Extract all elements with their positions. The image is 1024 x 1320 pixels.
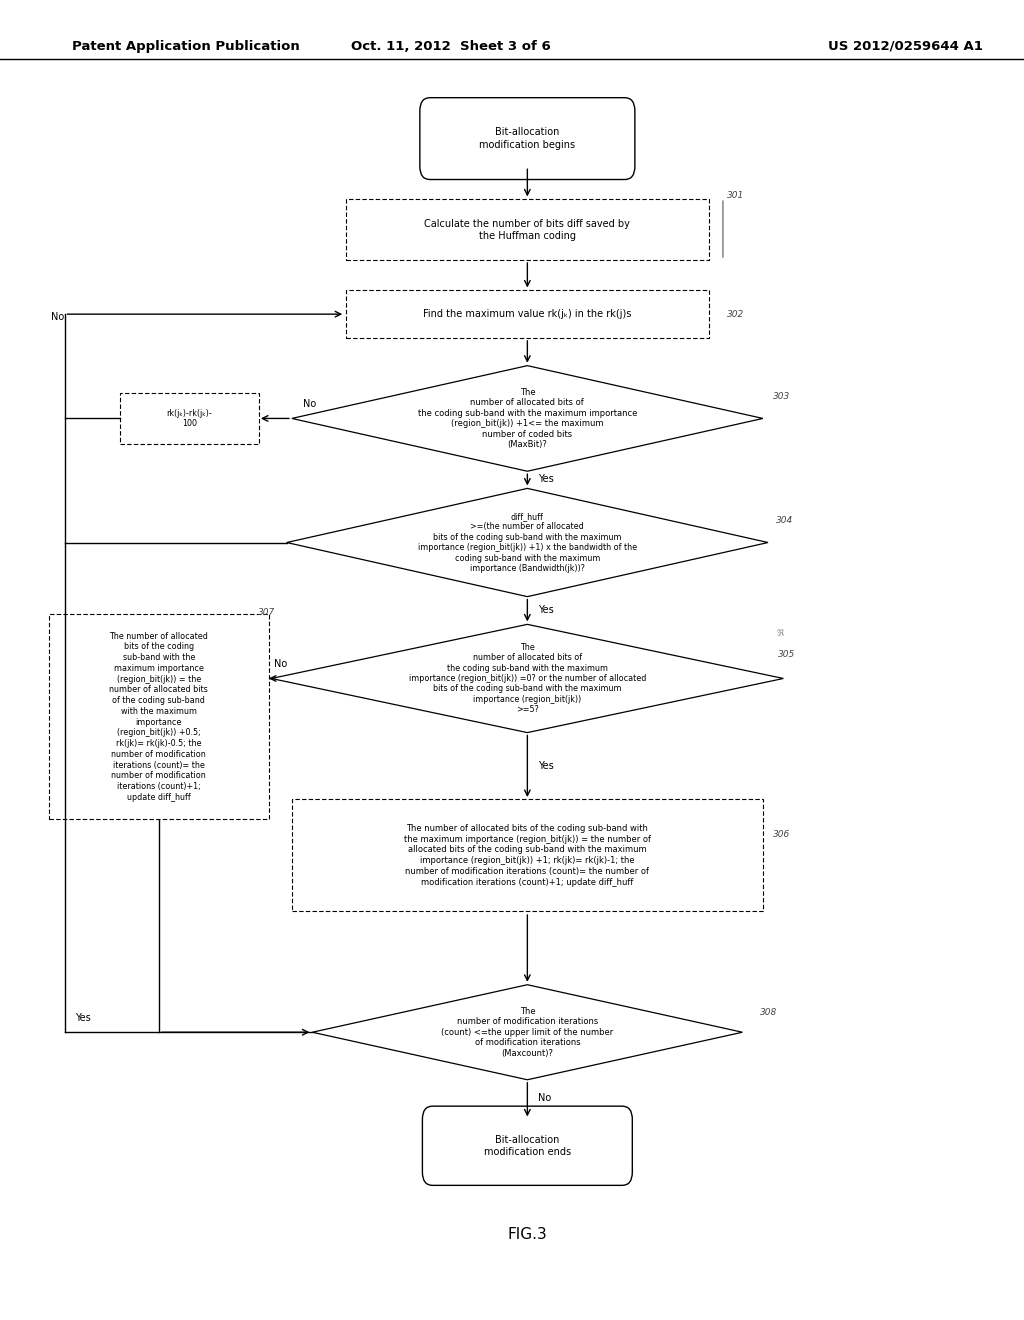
Text: No: No [538, 1093, 551, 1104]
FancyBboxPatch shape [420, 98, 635, 180]
Text: US 2012/0259644 A1: US 2012/0259644 A1 [828, 40, 983, 53]
Text: The
number of allocated bits of
the coding sub-band with the maximum
importance : The number of allocated bits of the codi… [409, 643, 646, 714]
Text: Find the maximum value rk(jₖ) in the rk(j)s: Find the maximum value rk(jₖ) in the rk(… [423, 309, 632, 319]
Text: 304: 304 [776, 516, 794, 524]
Text: Yes: Yes [538, 760, 553, 771]
Text: Yes: Yes [538, 605, 553, 615]
Text: Patent Application Publication: Patent Application Publication [72, 40, 299, 53]
Bar [292, 799, 763, 911]
Bar [49, 615, 268, 818]
Polygon shape [292, 366, 763, 471]
Text: Bit-allocation
modification begins: Bit-allocation modification begins [479, 128, 575, 149]
Text: Oct. 11, 2012  Sheet 3 of 6: Oct. 11, 2012 Sheet 3 of 6 [350, 40, 551, 53]
Text: The number of allocated
bits of the coding
sub-band with the
maximum importance
: The number of allocated bits of the codi… [110, 632, 208, 801]
Text: No: No [51, 312, 65, 322]
Text: 308: 308 [760, 1008, 777, 1016]
Text: 307: 307 [258, 609, 275, 616]
Text: ℜ: ℜ [776, 630, 783, 638]
Polygon shape [312, 985, 742, 1080]
Bar [121, 393, 258, 444]
Text: diff_huff
>=(the number of allocated
bits of the coding sub-band with the maximu: diff_huff >=(the number of allocated bit… [418, 512, 637, 573]
Text: Calculate the number of bits diff saved by
the Huffman coding: Calculate the number of bits diff saved … [424, 219, 631, 240]
Text: The
number of allocated bits of
the coding sub-band with the maximum importance
: The number of allocated bits of the codi… [418, 388, 637, 449]
Text: FIG.3: FIG.3 [508, 1226, 547, 1242]
Text: The number of allocated bits of the coding sub-band with
the maximum importance : The number of allocated bits of the codi… [403, 824, 651, 887]
Polygon shape [287, 488, 768, 597]
Text: 301: 301 [727, 191, 744, 199]
Text: 303: 303 [773, 392, 791, 400]
Text: No: No [274, 659, 288, 669]
Bar [346, 290, 709, 338]
Text: Bit-allocation
modification ends: Bit-allocation modification ends [483, 1135, 571, 1156]
FancyBboxPatch shape [422, 1106, 632, 1185]
Text: 306: 306 [773, 830, 791, 838]
Text: rk(jₖ)-rk(jₖ)-
100: rk(jₖ)-rk(jₖ)- 100 [167, 409, 212, 428]
Text: No: No [303, 399, 316, 409]
Text: 305: 305 [778, 651, 796, 659]
Text: Yes: Yes [538, 474, 553, 484]
Text: Yes: Yes [75, 1012, 90, 1023]
Text: The
number of modification iterations
(count) <=the upper limit of the number
of: The number of modification iterations (c… [441, 1007, 613, 1057]
Bar [346, 199, 709, 260]
Polygon shape [271, 624, 783, 733]
Text: 302: 302 [727, 310, 744, 318]
